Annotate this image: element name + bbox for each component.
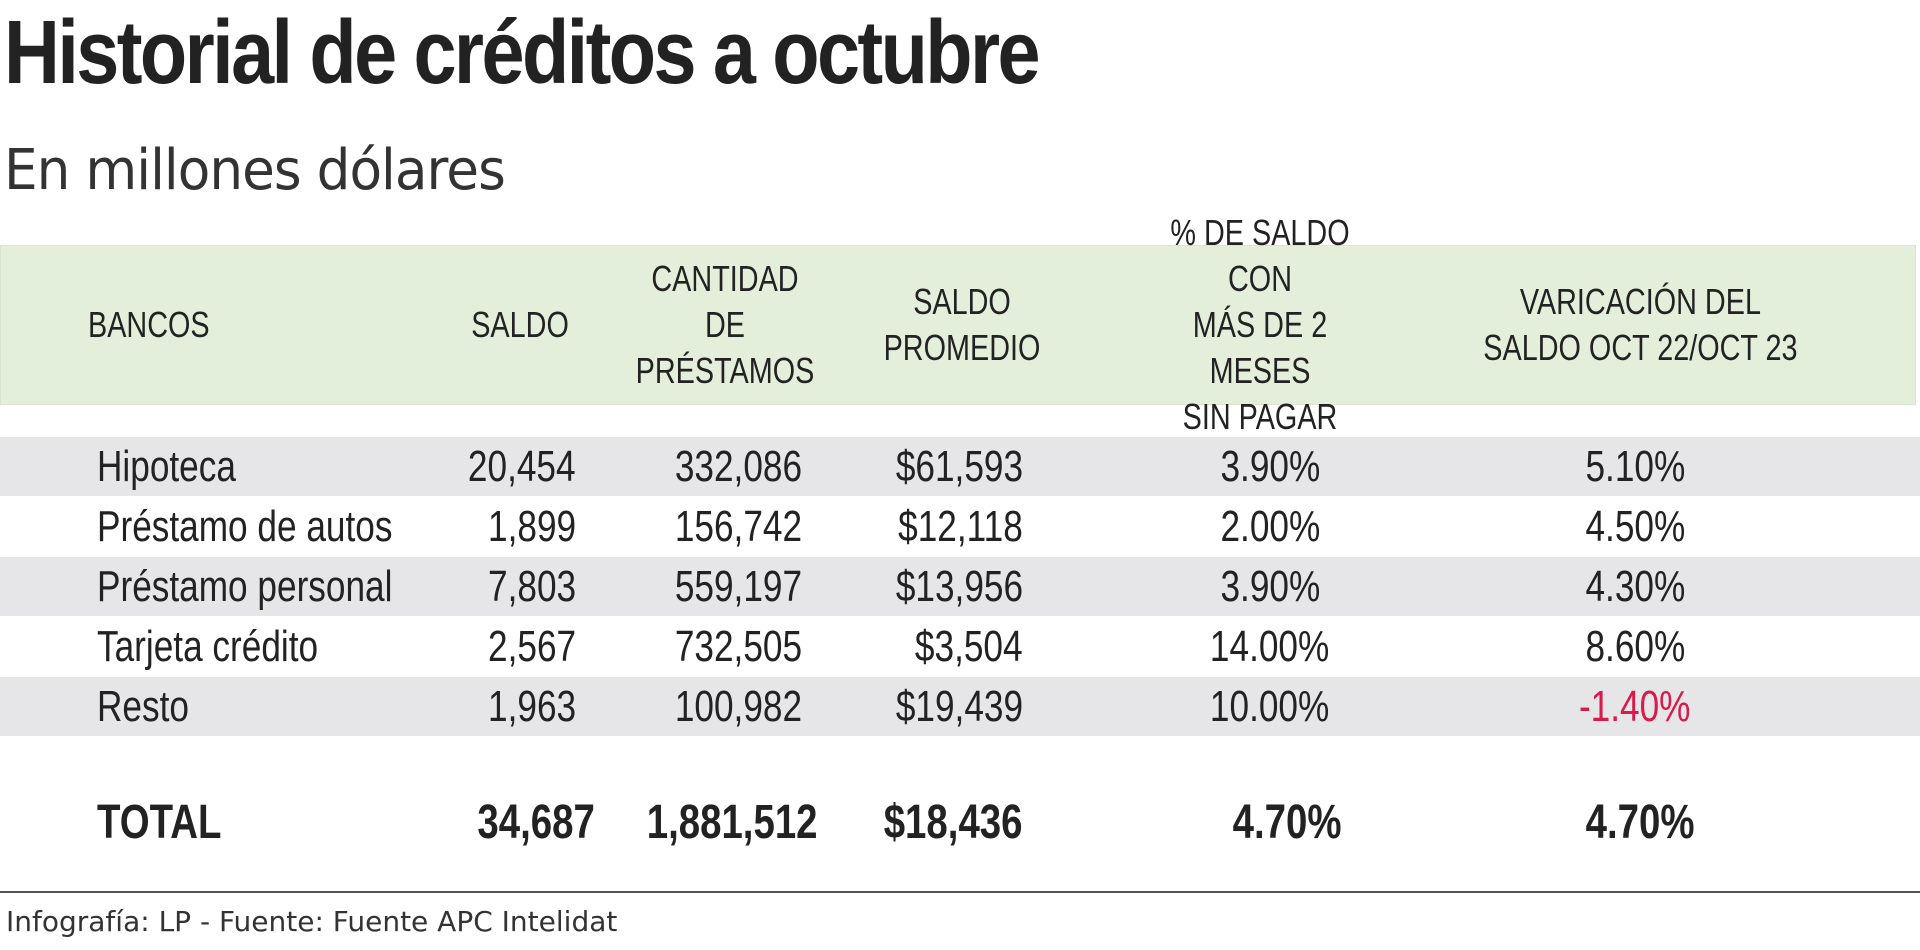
cell-variacion: 8.60% xyxy=(1585,621,1685,671)
header-saldo-promedio: SALDO PROMEDIO xyxy=(884,281,1041,368)
cell-variacion: 4.30% xyxy=(1585,561,1685,611)
cell-saldo-promedio: $19,439 xyxy=(895,681,1023,731)
table-row xyxy=(0,557,1920,616)
cell-cantidad-prestamos: 100,982 xyxy=(674,681,802,731)
total-saldo-promedio: $18,436 xyxy=(884,795,1023,849)
total-cantidad-prestamos: 1,881,512 xyxy=(647,795,818,849)
cell-saldo: 1,963 xyxy=(487,681,576,731)
cell-pct-mora: 10.00% xyxy=(1210,681,1330,731)
table-row xyxy=(0,677,1920,736)
cell-bancos: Tarjeta crédito xyxy=(97,621,319,671)
chart-title: Historial de créditos a octubre xyxy=(4,3,1041,103)
cell-bancos: Préstamo personal xyxy=(97,561,393,611)
cell-bancos: Préstamo de autos xyxy=(97,501,393,551)
cell-bancos: Hipoteca xyxy=(97,441,236,491)
cell-pct-mora: 14.00% xyxy=(1210,621,1330,671)
total-pct-mora: 4.70% xyxy=(1233,795,1342,849)
cell-cantidad-prestamos: 732,505 xyxy=(674,621,802,671)
header-variacion: VARICACIÓN DEL SALDO OCT 22/OCT 23 xyxy=(1482,281,1798,368)
cell-saldo-promedio: $12,118 xyxy=(898,501,1023,551)
cell-variacion: 5.10% xyxy=(1585,441,1685,491)
total-saldo: 34,687 xyxy=(477,795,595,849)
cell-saldo: 20,454 xyxy=(468,441,576,491)
header-saldo: SALDO xyxy=(471,304,569,345)
cell-saldo: 2,567 xyxy=(487,621,576,671)
header-cantidad-prestamos: CANTIDAD DE PRÉSTAMOS xyxy=(635,258,815,391)
table-row xyxy=(0,437,1920,496)
cell-saldo-promedio: $3,504 xyxy=(915,621,1023,671)
table-header-band xyxy=(0,245,1916,405)
cell-pct-mora: 3.90% xyxy=(1220,441,1320,491)
footer-divider xyxy=(0,891,1920,893)
cell-bancos: Resto xyxy=(97,681,189,731)
total-bancos: TOTAL xyxy=(97,795,222,849)
cell-cantidad-prestamos: 559,197 xyxy=(674,561,802,611)
cell-pct-mora: 3.90% xyxy=(1220,561,1320,611)
chart-subtitle: En millones dólares xyxy=(4,138,506,203)
cell-saldo: 1,899 xyxy=(487,501,576,551)
cell-cantidad-prestamos: 332,086 xyxy=(674,441,802,491)
cell-saldo-promedio: $61,593 xyxy=(895,441,1023,491)
cell-cantidad-prestamos: 156,742 xyxy=(674,501,802,551)
header-pct-mora: % DE SALDO CON MÁS DE 2 MESES SIN PAGAR xyxy=(1170,212,1350,437)
cell-variacion: -1.40% xyxy=(1579,681,1691,731)
cell-pct-mora: 2.00% xyxy=(1220,501,1320,551)
header-bancos: BANCOS xyxy=(88,304,210,345)
cell-saldo-promedio: $13,956 xyxy=(895,561,1023,611)
cell-variacion: 4.50% xyxy=(1585,501,1685,551)
total-variacion: 4.70% xyxy=(1585,795,1695,849)
source-credits: Infografía: LP - Fuente: Fuente APC Inte… xyxy=(6,905,618,938)
cell-saldo: 7,803 xyxy=(487,561,576,611)
